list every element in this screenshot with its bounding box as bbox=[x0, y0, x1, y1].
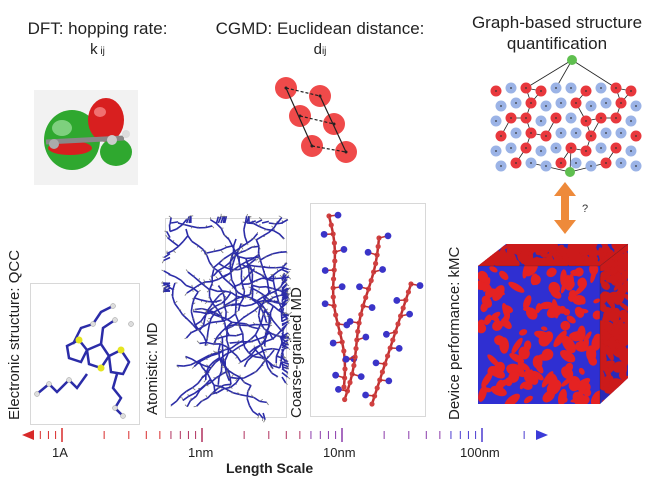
qcc-panel bbox=[30, 283, 140, 425]
graph-network-image bbox=[490, 55, 642, 177]
cgmd-label: Coarse-grained MD bbox=[288, 287, 305, 418]
kmc-morphology-cube bbox=[478, 243, 629, 404]
length-scale-axis: 1A 1nm 10nm 100nm bbox=[22, 428, 548, 460]
dft-symbol: k ij bbox=[90, 41, 105, 58]
cgmd-title-text: CGMD: Euclidean distance: bbox=[215, 19, 425, 38]
md-panel bbox=[160, 213, 292, 423]
md-molecule-image bbox=[160, 213, 292, 423]
cgmd-panel bbox=[310, 203, 426, 417]
graph-title-line2: quantification bbox=[506, 34, 608, 53]
cgmd-title: CGMD: Euclidean distance: dij bbox=[200, 18, 440, 62]
cgmd-symbol: dij bbox=[313, 41, 327, 58]
cgmd-beads-image bbox=[275, 77, 357, 163]
md-label: Atomistic: MD bbox=[144, 322, 161, 415]
question-mark: ? bbox=[582, 203, 589, 215]
graph-title: Graph-based structure quantification bbox=[452, 12, 662, 54]
dft-title: DFT: hopping rate: k ij bbox=[0, 18, 195, 62]
qcc-molecule-image bbox=[34, 303, 134, 419]
axis-label: Length Scale bbox=[226, 460, 314, 476]
tick-label-1nm: 1nm bbox=[188, 445, 213, 460]
tick-label-1a: 1A bbox=[52, 445, 68, 460]
tick-label-10nm: 10nm bbox=[323, 445, 356, 460]
orange-double-arrow-icon bbox=[554, 182, 576, 234]
tick-label-100nm: 100nm bbox=[460, 445, 500, 460]
graph-title-line1: Graph-based structure bbox=[471, 13, 643, 32]
qcc-label: Electronic structure: QCC bbox=[6, 249, 23, 420]
dft-title-text: DFT: hopping rate: bbox=[27, 19, 168, 38]
dft-orbital-image bbox=[34, 90, 138, 185]
kmc-label: Device performance: kMC bbox=[446, 246, 463, 420]
cgmd-chains-image bbox=[320, 211, 424, 407]
